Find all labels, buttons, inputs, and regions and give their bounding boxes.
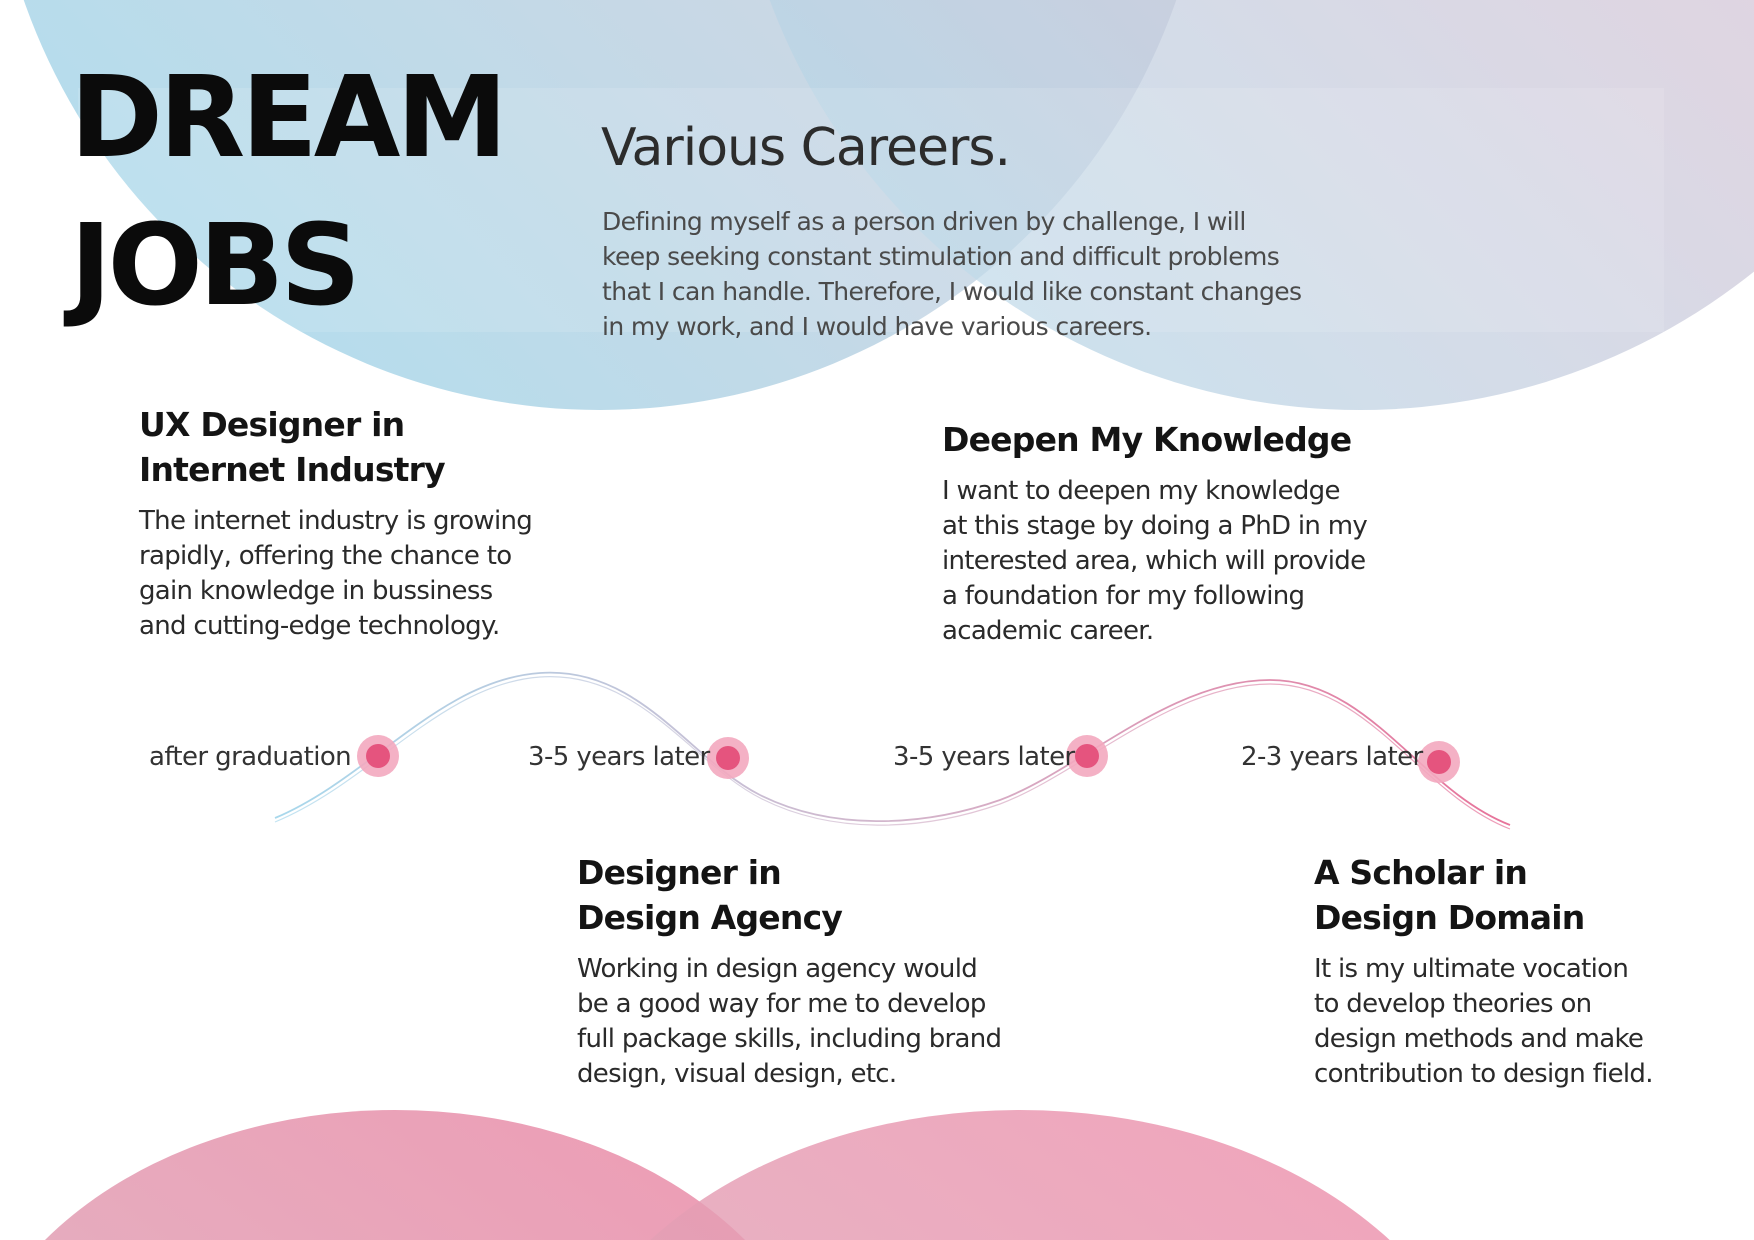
- intro-line: in my work, and I would have various car…: [602, 312, 1152, 341]
- timeline-dot-4: [1418, 741, 1460, 783]
- career-card-scholar: A Scholar in Design Domain It is my ulti…: [1314, 850, 1653, 1092]
- career-card-design-agency: Designer in Design Agency Working in des…: [577, 850, 1002, 1092]
- intro-paragraph: Defining myself as a person driven by ch…: [602, 204, 1302, 344]
- title-dream: DREAM: [70, 53, 508, 183]
- card-description: Working in design agency would be a good…: [577, 954, 1002, 1089]
- bg-circle-top-right: [769, 0, 1754, 410]
- timeline-stage-label: after graduation: [149, 742, 352, 772]
- timeline-stage-label: 2-3 years later: [1241, 742, 1423, 772]
- intro-line: that I can handle. Therefore, I would li…: [602, 277, 1302, 306]
- intro-line: keep seeking constant stimulation and di…: [602, 242, 1280, 271]
- timeline-stage-label: 3-5 years later: [893, 742, 1075, 772]
- bg-header-panel: [78, 88, 1664, 332]
- career-card-deepen-knowledge: Deepen My Knowledge I want to deepen my …: [942, 417, 1368, 649]
- timeline-stage-label: 3-5 years later: [528, 742, 710, 772]
- career-card-ux-designer: UX Designer in Internet Industry The int…: [139, 402, 533, 644]
- card-heading: UX Designer in Internet Industry: [139, 405, 446, 489]
- bg-circle-bottom-left: [45, 1110, 745, 1240]
- intro-line: Defining myself as a person driven by ch…: [602, 207, 1246, 236]
- card-heading: Deepen My Knowledge: [942, 420, 1352, 459]
- card-heading: A Scholar in Design Domain: [1314, 853, 1585, 937]
- timeline-wave: [274, 671, 1511, 830]
- title-jobs: JOBS: [70, 201, 361, 331]
- card-heading: Designer in Design Agency: [577, 853, 843, 937]
- bg-circle-bottom-right: [650, 1110, 1390, 1240]
- card-description: The internet industry is growing rapidly…: [139, 506, 533, 641]
- timeline-dot-1: [357, 735, 399, 777]
- card-description: It is my ultimate vocation to develop th…: [1314, 954, 1653, 1089]
- timeline-dot-3: [1066, 735, 1108, 777]
- timeline-dot-2: [707, 737, 749, 779]
- subtitle: Various Careers.: [601, 118, 1011, 178]
- card-description: I want to deepen my knowledge at this st…: [942, 476, 1368, 646]
